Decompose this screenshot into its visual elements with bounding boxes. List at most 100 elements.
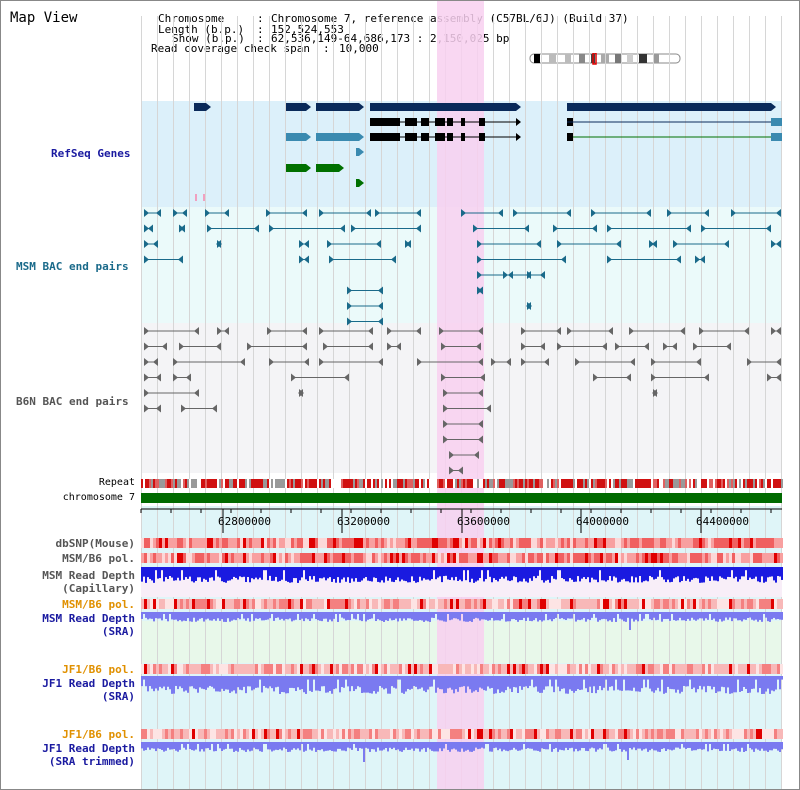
dbsnp-heatmap-cell: [516, 538, 519, 548]
jf1-b6-pol-trim-heatmap-cell: [165, 729, 168, 739]
gene-4b-exon: [479, 118, 485, 126]
refseq-genes-label[interactable]: RefSeq Genes: [51, 147, 131, 160]
msm-b6-pol-heatmap-cell: [435, 553, 438, 563]
axis-tick-label: 64400000: [696, 515, 749, 528]
msm-bac-label[interactable]: MSM BAC end pairs: [16, 260, 129, 273]
msm-b6-pol-sra-heatmap-cell: [555, 599, 558, 609]
msm-depth-sra-bar: [699, 612, 701, 619]
msm-depth-capillary-bar: [439, 567, 441, 577]
jf1-b6-pol-heatmap-cell: [624, 664, 627, 674]
repeat-segment: [377, 479, 379, 488]
jf1-depth-trimmed-bar: [707, 742, 709, 752]
msm-depth-capillary-bar: [305, 567, 307, 580]
repeat-segment: [233, 479, 235, 488]
msm-b6-pol-sra-heatmap-cell: [774, 599, 777, 609]
jf1-b6-pol-heatmap-cell: [408, 664, 411, 674]
jf1-b6-pol-trim-heatmap-cell: [621, 729, 624, 739]
jf1-depth-sra-bar: [271, 676, 273, 689]
jf1-depth-trimmed-bar: [189, 742, 191, 750]
jf1-depth-trim-label[interactable]: JF1 Read Depth: [42, 742, 135, 755]
msm-b6-pol-sra-heatmap-cell: [489, 599, 492, 609]
jf1-b6-pol-heatmap-cell: [510, 664, 513, 674]
msm-depth-sra-bar: [187, 612, 189, 619]
jf1-depth-trimmed-bar: [195, 742, 197, 750]
dbsnp-heatmap-cell: [768, 538, 771, 548]
jf1-depth-sra-bar: [273, 676, 275, 692]
msm-b6-pol-heatmap-cell: [375, 553, 378, 563]
repeat-segment: [375, 479, 377, 488]
msm-depth-sra-bar: [471, 612, 473, 622]
jf1-depth-sra-bar: [639, 676, 641, 692]
msm-b6-pol-heatmap-cell: [213, 553, 216, 563]
msm-b6-pol-heatmap-cell: [465, 553, 468, 563]
jf1-depth-trimmed-bar: [259, 742, 261, 752]
jf1-b6-pol-trim-heatmap-cell: [534, 729, 537, 739]
jf1-b6-pol-heatmap-cell: [399, 664, 402, 674]
b6n-bac-end-right: [476, 342, 481, 351]
page-title: Map View: [10, 10, 78, 26]
repeat-segment: [643, 479, 645, 488]
jf1-depth-sra-bar: [721, 676, 723, 687]
repeat-segment: [475, 479, 477, 488]
b6n-bac-end-left: [593, 373, 598, 382]
repeat-segment: [459, 479, 461, 488]
repeat-segment: [697, 479, 699, 488]
jf1-b6-pol-label[interactable]: JF1/B6 pol.: [62, 663, 135, 676]
jf1-depth-trimmed-bar: [399, 742, 401, 752]
repeat-segment: [451, 479, 453, 488]
msm-depth-cap-label[interactable]: MSM Read Depth: [42, 569, 135, 582]
repeat-segment: [295, 479, 297, 488]
jf1-b6-pol-heatmap-cell: [735, 664, 738, 674]
jf1-b6-pol-heatmap-cell: [546, 664, 549, 674]
msm-depth-sra-bar: [743, 612, 745, 620]
msm-depth-sra-bar: [581, 612, 583, 620]
msm-b6-pol-label[interactable]: MSM/B6 pol.: [62, 552, 135, 565]
msm-depth-capillary-bar: [411, 567, 413, 577]
b6n-bac-label[interactable]: B6N BAC end pairs: [16, 395, 129, 408]
msm-b6-pol-sra-heatmap-cell: [777, 599, 780, 609]
jf1-depth-sra-bar: [215, 676, 217, 692]
jf1-depth-sra-bar: [209, 676, 211, 686]
jf1-depth-sra-bar: [227, 676, 229, 690]
msm-bac-end-left: [347, 286, 352, 295]
repeat-segment: [221, 479, 223, 488]
msm-b6-pol-heatmap-cell: [747, 553, 750, 563]
msm-b6-pol-sra-heatmap-cell: [261, 599, 264, 609]
msm-depth-capillary-bar: [523, 567, 525, 579]
msm-depth-capillary-bar: [417, 567, 419, 583]
msm-depth-capillary-bar: [299, 567, 301, 581]
dbsnp-heatmap-cell: [381, 538, 384, 548]
repeat-segment: [427, 479, 429, 488]
msm-b6-pol-sra-heatmap-cell: [678, 599, 681, 609]
repeat-segment: [607, 479, 609, 488]
msm-b6-pol-sra-heatmap-cell: [567, 599, 570, 609]
msm-bac-end-right: [776, 209, 781, 217]
msm-b6-pol-sra-label[interactable]: MSM/B6 pol.: [62, 598, 135, 611]
repeat-segment: [719, 479, 721, 488]
jf1-b6-pol-trim-label[interactable]: JF1/B6 pol.: [62, 728, 135, 741]
msm-depth-sra-bar: [169, 612, 171, 614]
jf1-depth-label[interactable]: JF1 Read Depth: [42, 677, 135, 690]
dbsnp-heatmap-cell: [699, 538, 702, 548]
msm-depth-capillary-bar: [501, 567, 503, 577]
msm-b6-pol-heatmap-cell: [327, 553, 330, 563]
msm-depth-sra-bar: [463, 612, 465, 622]
msm-depth-sra-bar: [509, 612, 511, 622]
msm-depth-capillary-bar: [591, 567, 593, 578]
dbsnp-label[interactable]: dbSNP(Mouse): [55, 537, 135, 550]
msm-depth-sra-bar: [677, 612, 679, 621]
msm-b6-pol-sra-heatmap-cell: [699, 599, 702, 609]
jf1-b6-pol-heatmap-cell: [732, 664, 735, 674]
jf1-depth-sra-bar: [507, 676, 509, 687]
dbsnp-heatmap-cell: [477, 538, 480, 548]
msm-depth-capillary-bar: [583, 567, 585, 578]
msm-depth-capillary-bar: [699, 567, 701, 583]
msm-depth-sra-label[interactable]: MSM Read Depth: [42, 612, 135, 625]
jf1-depth-sra-bar: [455, 676, 457, 690]
dbsnp-heatmap-cell: [432, 538, 435, 548]
jf1-b6-pol-heatmap-cell: [360, 664, 363, 674]
jf1-depth-trimmed-bar: [341, 742, 343, 751]
repeat-segment: [171, 479, 173, 488]
jf1-b6-pol-heatmap-cell: [213, 664, 216, 674]
